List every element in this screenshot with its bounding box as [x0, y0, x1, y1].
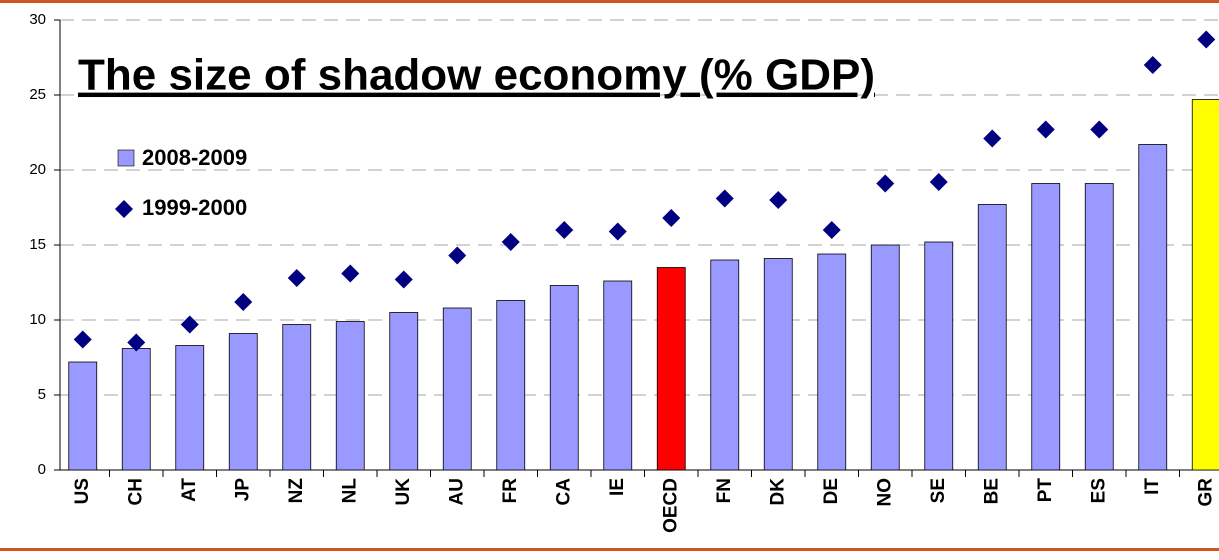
bar: [763, 258, 793, 471]
diamond: [180, 315, 199, 334]
bar: [175, 345, 205, 471]
diamond: [501, 233, 520, 251]
x-tick-label: DK: [767, 478, 788, 506]
bar: [870, 244, 900, 471]
legend-label: 2008-2009: [142, 145, 247, 170]
y-tick-label: 20: [29, 161, 46, 178]
diamond: [555, 221, 574, 239]
x-tick-label: AT: [179, 478, 200, 502]
bar: [282, 324, 312, 471]
bar: [1138, 144, 1168, 471]
diamond: [662, 209, 681, 227]
diamond: [876, 174, 895, 193]
y-tick-label: 25: [29, 86, 46, 103]
bar: [1191, 99, 1219, 471]
x-tick-label: AU: [446, 478, 467, 505]
x-tick-label: UK: [393, 478, 414, 506]
diamond: [448, 246, 467, 265]
bar: [335, 321, 365, 471]
diamond: [983, 129, 1002, 148]
bar: [603, 280, 633, 471]
bottom-rule: [0, 548, 1219, 551]
diamond: [769, 191, 788, 209]
diamond: [608, 222, 627, 241]
x-tick-label: PT: [1035, 478, 1056, 503]
y-tick-label: 5: [38, 386, 46, 403]
legend-swatch: [117, 149, 135, 167]
y-tick-label: 10: [29, 311, 46, 328]
y-tick-label: 30: [29, 11, 46, 28]
x-tick-label: NL: [339, 478, 360, 504]
x-tick-label: BE: [981, 478, 1002, 504]
bar: [496, 300, 526, 471]
x-tick-label: NZ: [286, 478, 307, 504]
y-tick-label: 15: [29, 236, 46, 253]
diamond: [341, 264, 360, 283]
bar: [68, 361, 98, 471]
diamond: [1036, 120, 1055, 139]
x-tick-label: SE: [928, 478, 949, 503]
bar: [549, 285, 579, 471]
x-tick-label: FR: [500, 478, 521, 504]
y-tick-label: 0: [38, 461, 46, 478]
x-tick-label: CA: [553, 478, 574, 506]
x-tick-label: GR: [1195, 478, 1216, 507]
bar: [977, 204, 1007, 471]
diamond: [715, 189, 734, 208]
top-rule: [0, 0, 1219, 3]
bar: [228, 333, 258, 471]
x-tick-label: NO: [874, 478, 895, 507]
x-tick-label: OECD: [660, 478, 681, 533]
bar: [121, 348, 151, 471]
diamond: [929, 173, 948, 191]
legend-label: 1999-2000: [142, 195, 247, 220]
diamond: [234, 293, 253, 311]
bar: [389, 312, 419, 471]
bar: [924, 241, 954, 471]
bar: [817, 253, 847, 471]
diamond: [1143, 56, 1162, 74]
diamond: [1197, 30, 1216, 49]
x-tick-label: US: [72, 478, 93, 504]
legend-swatch: [115, 200, 133, 218]
diamond: [73, 330, 92, 349]
diamond: [394, 270, 413, 289]
x-tick-label: IE: [607, 478, 628, 496]
x-tick-label: FN: [714, 478, 735, 503]
bar: [710, 259, 740, 471]
bar: [442, 307, 472, 471]
diamond: [127, 333, 146, 352]
diamond: [287, 269, 306, 287]
x-tick-label: IT: [1142, 478, 1163, 495]
diamond: [1090, 120, 1109, 139]
marks: [68, 30, 1219, 471]
bar: [1031, 183, 1061, 471]
bar: [656, 267, 686, 471]
x-tick-label: CH: [125, 478, 146, 505]
x-tick-label: ES: [1088, 478, 1109, 503]
x-tick-label: DE: [821, 478, 842, 504]
bar: [1084, 183, 1114, 471]
diamond: [822, 221, 841, 239]
chart-title: The size of shadow economy (% GDP): [78, 51, 875, 100]
x-tick-label: JP: [232, 478, 253, 502]
